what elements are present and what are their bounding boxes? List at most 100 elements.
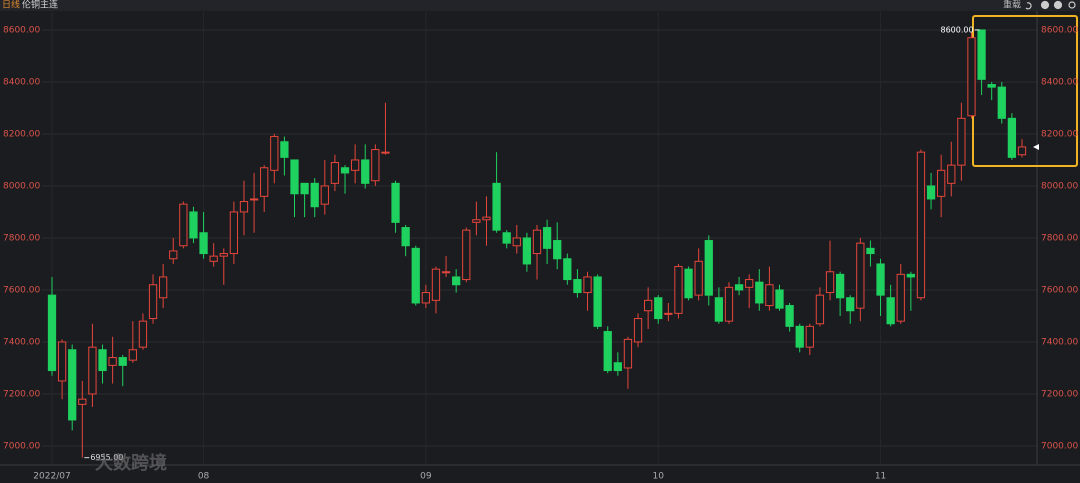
y2-tick-label: 8000.00 bbox=[1041, 181, 1078, 191]
y-tick-label: 7800.00 bbox=[3, 233, 40, 243]
y-tick-label: 8400.00 bbox=[3, 77, 40, 87]
candle-body bbox=[542, 227, 552, 249]
candle-body bbox=[239, 201, 249, 213]
candle-body bbox=[532, 229, 542, 255]
candle-body bbox=[856, 242, 865, 309]
candle-body bbox=[734, 284, 744, 291]
period: 日线 bbox=[2, 0, 20, 11]
candle-body bbox=[47, 294, 57, 372]
candle-body bbox=[613, 362, 622, 372]
candle-body bbox=[401, 227, 410, 247]
last-price-marker bbox=[1033, 143, 1039, 150]
candle-body bbox=[492, 182, 501, 231]
candle-body bbox=[674, 266, 683, 314]
candle-body bbox=[805, 325, 814, 348]
candle-body bbox=[694, 260, 703, 296]
zoom-in-icon[interactable] bbox=[1040, 0, 1050, 10]
candle-body bbox=[745, 279, 754, 288]
candle-body bbox=[330, 162, 340, 184]
candle-body bbox=[249, 198, 259, 201]
candle-body bbox=[350, 159, 360, 171]
candle-body bbox=[825, 271, 835, 294]
y-tick-label: 8200.00 bbox=[3, 129, 40, 139]
candle-body bbox=[78, 398, 87, 405]
candle-body bbox=[623, 338, 633, 369]
candle-body bbox=[835, 273, 845, 299]
chart-title: 伦铜主连 bbox=[22, 0, 58, 11]
candle-body bbox=[684, 268, 693, 299]
candle-body bbox=[159, 276, 168, 299]
candle-body bbox=[926, 185, 936, 200]
candle-body bbox=[522, 237, 532, 265]
candle-body bbox=[472, 219, 481, 223]
candle-body bbox=[795, 325, 804, 348]
candle-body bbox=[896, 273, 905, 322]
candle-body bbox=[462, 229, 471, 281]
candle-body bbox=[957, 117, 966, 166]
y2-tick-label: 8600.00 bbox=[1041, 25, 1078, 35]
settings-icon[interactable] bbox=[1068, 1, 1076, 9]
x-tick-label: 10 bbox=[653, 472, 665, 482]
candle-body bbox=[148, 284, 158, 320]
y2-tick-label: 7200.00 bbox=[1041, 389, 1078, 399]
low-label: 6955.00 bbox=[90, 453, 123, 462]
y-tick-label: 8600.00 bbox=[3, 25, 40, 35]
y2-tick-label: 8400.00 bbox=[1041, 77, 1078, 87]
candle-body bbox=[947, 164, 956, 184]
candle-body bbox=[391, 182, 400, 223]
candle-body bbox=[765, 284, 774, 307]
candle-body bbox=[219, 253, 228, 257]
y-tick-label: 7200.00 bbox=[3, 389, 40, 399]
candle-body bbox=[502, 232, 511, 244]
candle-body bbox=[189, 211, 198, 239]
candle-body bbox=[977, 29, 986, 80]
candle-body bbox=[300, 182, 309, 195]
candle-body bbox=[583, 276, 592, 294]
y2-tick-label: 7800.00 bbox=[1041, 233, 1078, 243]
candle-body bbox=[431, 268, 441, 301]
candle-body bbox=[654, 297, 663, 320]
y-tick-label: 7600.00 bbox=[3, 285, 40, 295]
candle-body bbox=[664, 312, 673, 315]
candle-body bbox=[775, 289, 784, 309]
candle-body bbox=[815, 294, 825, 325]
candle-body bbox=[452, 276, 461, 286]
candle-body bbox=[290, 159, 299, 195]
candle-body bbox=[846, 297, 855, 312]
candle-body bbox=[633, 318, 643, 343]
undo-icon[interactable] bbox=[1025, 2, 1032, 10]
y2-tick-label: 7000.00 bbox=[1041, 441, 1078, 451]
candle-body bbox=[340, 167, 350, 174]
candle-body bbox=[57, 341, 67, 382]
x-tick-label: 09 bbox=[420, 472, 432, 482]
high-label: 8600.00 bbox=[940, 25, 973, 34]
candle-body bbox=[724, 286, 734, 322]
candle-body bbox=[512, 237, 521, 247]
candle-body bbox=[411, 247, 420, 304]
y2-tick-label: 7600.00 bbox=[1041, 285, 1078, 295]
candle-body bbox=[138, 320, 148, 348]
watermark: 大数跨境 bbox=[95, 452, 167, 474]
candle-body bbox=[88, 346, 97, 395]
toolbar-icons[interactable] bbox=[1025, 0, 1076, 10]
candle-body bbox=[1007, 117, 1017, 158]
candle-body bbox=[280, 141, 289, 158]
zoom-out-icon[interactable] bbox=[1053, 0, 1063, 10]
candle-body bbox=[381, 151, 390, 154]
candle-body bbox=[361, 159, 370, 184]
candle-body bbox=[320, 185, 329, 205]
x-tick-label: 2022/07 bbox=[33, 472, 70, 482]
candle-body bbox=[260, 167, 269, 197]
reload-button[interactable]: 重载 bbox=[1003, 0, 1021, 11]
candle-body bbox=[229, 211, 239, 255]
candle-body bbox=[118, 357, 127, 366]
candle-body bbox=[209, 255, 218, 262]
candle-body bbox=[553, 240, 562, 260]
candle-body bbox=[1017, 146, 1027, 156]
candle-body bbox=[563, 258, 572, 281]
toolbar bbox=[0, 0, 1080, 11]
candle-body bbox=[916, 151, 926, 299]
candle-body bbox=[997, 86, 1006, 119]
candle-body bbox=[482, 216, 491, 221]
